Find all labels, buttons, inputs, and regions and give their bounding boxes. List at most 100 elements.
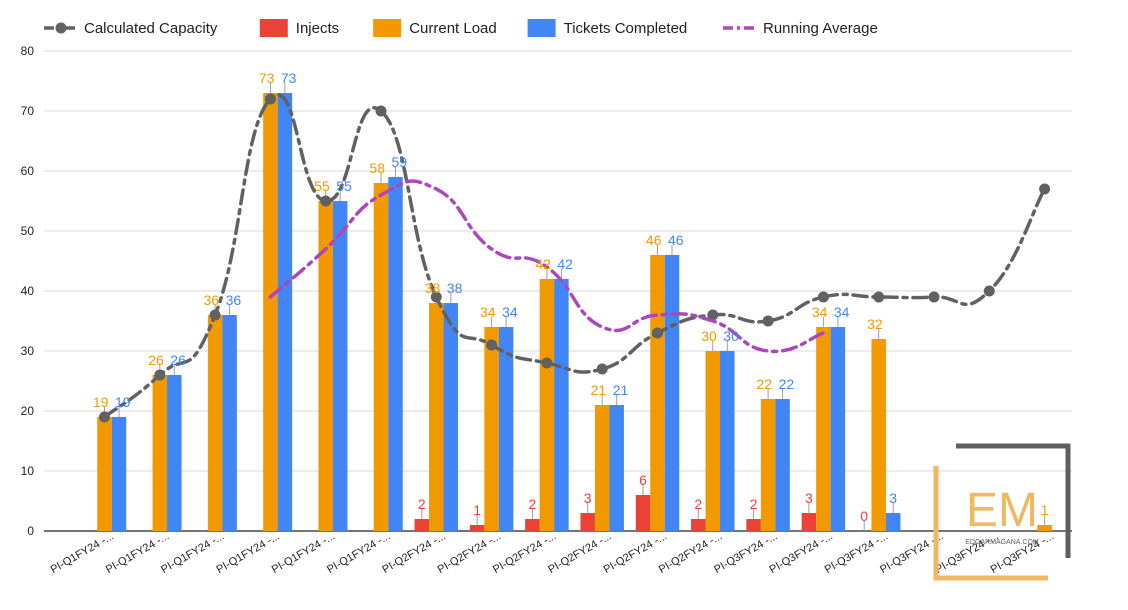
data-label: 22 — [779, 376, 795, 392]
data-label: 0 — [860, 508, 868, 524]
data-label: 46 — [668, 232, 684, 248]
legend-item: Running Average — [723, 20, 878, 37]
bar — [760, 399, 776, 531]
bar — [263, 93, 278, 531]
bar — [332, 201, 348, 531]
legend-swatch — [527, 19, 556, 37]
data-label: 55 — [336, 178, 352, 194]
bar — [469, 525, 485, 531]
bar — [635, 495, 651, 531]
legend-marker — [55, 22, 67, 34]
data-label: 3 — [584, 490, 592, 506]
bar — [720, 351, 735, 531]
line-marker — [209, 309, 221, 321]
x-axis-ticks: PI-Q1FY24 -...PI-Q1FY24 -...PI-Q1FY24 -.… — [49, 530, 1057, 576]
data-label: 1 — [1041, 502, 1049, 518]
line-marker — [430, 291, 442, 303]
bar — [277, 93, 293, 531]
legend-item: Current Load — [373, 19, 497, 37]
watermark-letters: EM — [966, 484, 1038, 537]
bar — [775, 399, 790, 531]
data-label: 19 — [93, 394, 109, 410]
data-label: 21 — [613, 382, 629, 398]
legend-label: Calculated Capacity — [84, 20, 218, 37]
data-label: 34 — [834, 304, 850, 320]
bar — [414, 519, 430, 531]
y-tick-label: 0 — [27, 524, 34, 538]
legend-item: Tickets Completed — [527, 19, 687, 37]
data-label: 36 — [204, 292, 220, 308]
watermark-frame-gray — [956, 443, 1071, 558]
y-tick-label: 60 — [21, 164, 35, 178]
bar — [539, 279, 555, 531]
bar — [650, 255, 665, 531]
bar — [498, 327, 514, 531]
bar — [484, 327, 499, 531]
data-label: 59 — [392, 154, 408, 170]
data-label: 34 — [480, 304, 496, 320]
line-marker — [762, 315, 774, 327]
bar — [167, 375, 182, 531]
legend: Calculated Capacity Injects Current Load Ti… — [44, 19, 878, 37]
legend-label: Injects — [296, 20, 339, 37]
y-tick-label: 40 — [21, 284, 35, 298]
data-labels: 2 1 2 362 2 301926367355583834422146302234321… — [93, 70, 1049, 524]
bar — [207, 315, 223, 531]
bar — [746, 519, 761, 531]
data-label: 38 — [425, 280, 441, 296]
bar — [705, 351, 721, 531]
y-tick-label: 10 — [21, 464, 35, 478]
bar — [152, 375, 168, 531]
legend-item: Calculated Capacity — [44, 20, 218, 37]
data-label: 36 — [226, 292, 242, 308]
line-marker — [320, 195, 332, 207]
y-tick-label: 50 — [21, 224, 35, 238]
data-label: 19 — [115, 394, 131, 410]
bar — [1037, 525, 1052, 531]
data-label: 38 — [447, 280, 463, 296]
bar — [97, 417, 112, 531]
watermark-frame-gold — [933, 466, 1048, 581]
line-marker — [375, 105, 387, 117]
bar — [222, 315, 237, 531]
data-label: 55 — [314, 178, 330, 194]
bar — [871, 339, 886, 531]
line-marker — [264, 93, 276, 105]
line-marker — [1039, 183, 1051, 195]
watermark-site: EDGARMAGANA.COM — [965, 539, 1039, 546]
y-tick-label: 30 — [21, 344, 35, 358]
y-tick-label: 70 — [21, 104, 35, 118]
data-label: 2 — [750, 496, 758, 512]
line-marker — [154, 369, 166, 381]
bar — [525, 519, 540, 531]
x-tick-label: PI-Q3FY24 -... — [989, 530, 1056, 576]
bar — [429, 303, 444, 531]
lines — [99, 93, 1051, 423]
legend-label: Current Load — [409, 20, 497, 37]
line-marker — [707, 309, 719, 321]
bar — [554, 279, 569, 531]
bar — [885, 513, 901, 531]
line-marker — [596, 363, 608, 375]
bar — [318, 201, 333, 531]
data-label: 30 — [701, 328, 717, 344]
bar — [443, 303, 459, 531]
data-label: 46 — [646, 232, 662, 248]
data-label: 3 — [805, 490, 813, 506]
data-label: 26 — [170, 352, 186, 368]
line-marker — [817, 291, 829, 303]
data-label: 3 — [889, 490, 897, 506]
bar — [830, 327, 846, 531]
bar — [373, 183, 389, 531]
bar — [664, 255, 680, 531]
data-label: 73 — [281, 70, 297, 86]
data-label: 2 — [418, 496, 426, 512]
series-line — [268, 179, 826, 354]
line-marker — [873, 291, 885, 303]
bar — [388, 177, 403, 531]
series-line — [102, 93, 1047, 419]
data-label: 42 — [535, 256, 551, 272]
line-marker — [486, 339, 498, 351]
